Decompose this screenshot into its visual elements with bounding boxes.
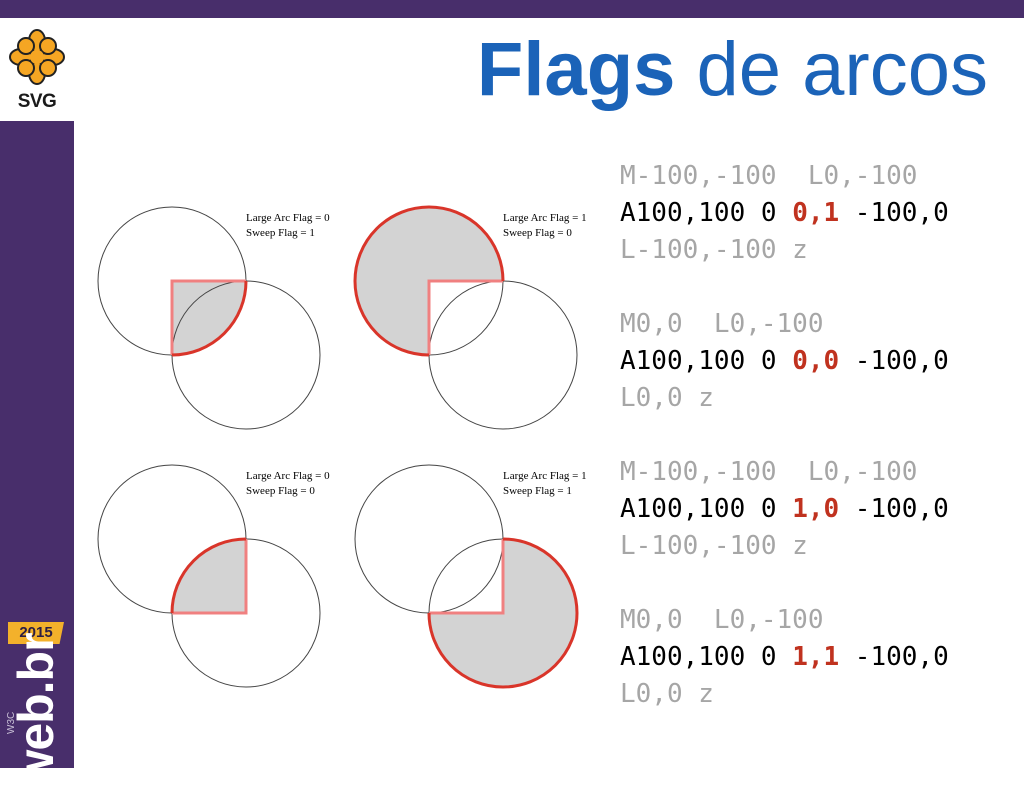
sweep-label: Sweep Flag = 1 [503, 485, 572, 497]
arc-flags: 0,0 [792, 346, 840, 376]
code-line-arc: A100,100 0 0,0 -100,0 [620, 343, 1010, 380]
asterisk-logo-icon [9, 29, 65, 85]
webbr-wordmark: web.br [8, 633, 64, 788]
diagram-panel-4: Large Arc Flag = 1 Sweep Flag = 1 [354, 464, 587, 689]
title-rest: de arcos [675, 27, 989, 112]
arc-command: A100,100 0 [620, 494, 793, 524]
arc-path [170, 537, 247, 614]
arc-flags-diagram: Large Arc Flag = 0 Sweep Flag = 1 Large … [97, 205, 587, 689]
path-code-block: M-100,-100 L0,-100 A100,100 0 0,1 -100,0… [620, 158, 1010, 713]
circle-a [354, 464, 504, 614]
arc-command: A100,100 0 [620, 346, 793, 376]
code-line-move: M-100,-100 L0,-100 [620, 161, 918, 191]
arc-command: A100,100 0 [620, 642, 793, 672]
arc-path [171, 280, 248, 357]
sweep-label: Sweep Flag = 0 [246, 485, 315, 497]
page-title: Flags de arcos [477, 26, 988, 113]
path-lines [429, 539, 505, 615]
arc-command: A100,100 0 [620, 198, 793, 228]
path-lines [427, 279, 503, 355]
svg-logo: SVG [0, 18, 74, 121]
code-gap [620, 565, 1010, 602]
code-line-arc: A100,100 0 1,0 -100,0 [620, 491, 1010, 528]
large-arc-label: Large Arc Flag = 0 [246, 470, 330, 482]
arc-path [427, 537, 579, 689]
code-group-1: M-100,-100 L0,-100 A100,100 0 0,1 -100,0… [620, 158, 1010, 269]
large-arc-label: Large Arc Flag = 0 [246, 212, 330, 224]
code-line-close: L-100,-100 z [620, 235, 808, 265]
top-bar [0, 0, 1024, 18]
code-line-move: M0,0 L0,-100 [620, 605, 824, 635]
arc-flags: 1,0 [792, 494, 840, 524]
code-gap [620, 417, 1010, 454]
code-line-move: M-100,-100 L0,-100 [620, 457, 918, 487]
arc-flags: 1,1 [792, 642, 840, 672]
arc-endpoint: -100,0 [839, 642, 949, 672]
arc-endpoint: -100,0 [839, 494, 949, 524]
circle-b [428, 280, 578, 430]
code-group-3: M-100,-100 L0,-100 A100,100 0 1,0 -100,0… [620, 454, 1010, 565]
diagram-panel-3: Large Arc Flag = 0 Sweep Flag = 0 [97, 464, 330, 688]
code-gap [620, 269, 1010, 306]
year-badge: 2015 [8, 622, 64, 644]
diagram-panel-2: Large Arc Flag = 1 Sweep Flag = 0 [353, 205, 587, 430]
code-group-4: M0,0 L0,-100 A100,100 0 1,1 -100,0 L0,0 … [620, 602, 1010, 713]
code-line-close: L-100,-100 z [620, 531, 808, 561]
code-line-close: L0,0 z [620, 679, 714, 709]
diagram-panel-1: Large Arc Flag = 0 Sweep Flag = 1 [97, 206, 330, 430]
w3c-text: W3C [6, 711, 17, 734]
large-arc-label: Large Arc Flag = 1 [503, 212, 587, 224]
filled-arc-region [172, 281, 246, 355]
arc-endpoint: -100,0 [839, 346, 949, 376]
logo-text: SVG [17, 91, 57, 112]
sidebar-band [0, 121, 74, 768]
arc-endpoint: -100,0 [839, 198, 949, 228]
code-line-close: L0,0 z [620, 383, 714, 413]
code-line-arc: A100,100 0 0,1 -100,0 [620, 195, 1010, 232]
sweep-label: Sweep Flag = 0 [503, 227, 572, 239]
path-lines [172, 539, 248, 615]
sweep-label: Sweep Flag = 1 [246, 227, 315, 239]
code-line-arc: A100,100 0 1,1 -100,0 [620, 639, 1010, 676]
arc-path [353, 205, 505, 357]
code-group-2: M0,0 L0,-100 A100,100 0 0,0 -100,0 L0,0 … [620, 306, 1010, 417]
code-line-move: M0,0 L0,-100 [620, 309, 824, 339]
arc-flags: 0,1 [792, 198, 840, 228]
filled-arc-region [172, 539, 246, 613]
title-bold: Flags [476, 27, 676, 112]
large-arc-label: Large Arc Flag = 1 [503, 470, 587, 482]
path-lines [170, 279, 246, 355]
